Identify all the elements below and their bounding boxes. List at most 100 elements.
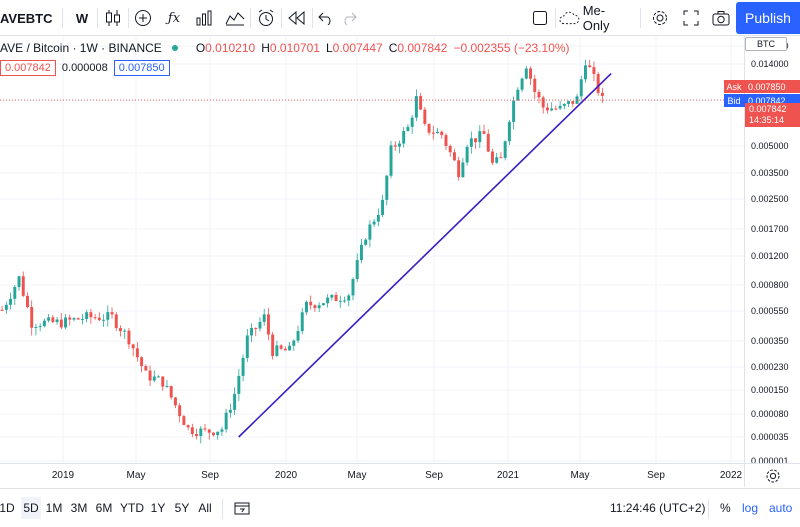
candle — [144, 364, 148, 371]
market-status-dot — [171, 45, 178, 51]
candle — [292, 339, 296, 351]
candle-body — [51, 317, 55, 323]
add-indicator-plus-icon[interactable] — [131, 0, 155, 36]
percent-scale-toggle[interactable]: % — [720, 501, 731, 515]
goto-date-icon[interactable] — [234, 497, 250, 519]
redo-icon[interactable] — [338, 0, 360, 36]
candle — [279, 344, 283, 351]
candle-body — [237, 375, 241, 394]
auto-scale-toggle[interactable]: auto — [769, 501, 793, 515]
candle — [558, 100, 562, 111]
ask-value: 0.007850 — [744, 80, 800, 93]
candle — [562, 103, 566, 110]
candle — [482, 124, 486, 135]
range-1y[interactable]: 1Y — [150, 501, 166, 515]
candle-body — [85, 312, 89, 320]
candle — [30, 300, 34, 336]
fullscreen-square-icon[interactable] — [529, 0, 551, 36]
templates-icon[interactable] — [223, 0, 247, 36]
candle-body — [583, 65, 587, 80]
candle — [38, 323, 42, 332]
range-3m[interactable]: 3M — [70, 501, 88, 515]
replay-icon[interactable] — [285, 0, 309, 36]
fx-indicators-icon[interactable]: ƒx — [167, 10, 181, 26]
candle-body — [330, 294, 334, 298]
time-tick-label: Sep — [425, 470, 443, 481]
candle-body — [72, 318, 76, 320]
candle — [571, 101, 575, 108]
sell-button[interactable]: 0.007842 — [0, 60, 56, 76]
candle — [503, 140, 507, 161]
candle — [211, 432, 215, 437]
timezone-clock[interactable]: 11:24:46 (UTC+2) — [610, 501, 706, 515]
price-tick-label: 0.000001 — [751, 456, 789, 466]
chart-settings-gear-icon[interactable] — [744, 463, 800, 487]
undo-icon[interactable] — [315, 0, 337, 36]
interval-button[interactable]: W — [75, 10, 89, 26]
candle-body — [343, 300, 347, 302]
alert-clock-icon[interactable] — [254, 0, 278, 36]
candle-body — [271, 334, 275, 356]
buy-button[interactable]: 0.007850 — [113, 60, 170, 76]
publish-button[interactable]: Publish — [736, 2, 800, 34]
settings-gear-icon[interactable] — [648, 0, 672, 36]
range-6m[interactable]: 6M — [95, 501, 113, 515]
candle-body — [571, 101, 575, 104]
candle — [271, 331, 275, 360]
range-all[interactable]: All — [198, 501, 212, 515]
layout-menu-button[interactable]: Me-Only — [559, 0, 629, 36]
candle-body — [64, 317, 68, 328]
candle — [347, 293, 351, 307]
candle — [427, 123, 431, 136]
price-tick-label: 0.001700 — [751, 224, 789, 234]
candle-body — [203, 428, 207, 430]
candle — [490, 148, 494, 166]
trendline — [238, 73, 612, 438]
currency-label[interactable]: BTC — [745, 37, 787, 51]
candle — [157, 375, 161, 378]
expand-icon[interactable] — [679, 0, 703, 36]
symbol-search-button[interactable]: AVEBTC — [0, 10, 53, 26]
candle — [17, 275, 21, 291]
range-1m[interactable]: 1M — [45, 501, 63, 515]
candle-body — [512, 100, 516, 122]
candle — [368, 220, 372, 248]
open-value: 0.010210 — [205, 41, 256, 55]
candle — [495, 152, 499, 164]
candle — [541, 95, 545, 114]
last-price-value: 0.007842 — [749, 104, 787, 114]
candle-body — [254, 327, 258, 329]
time-axis[interactable]: 2019 May Sep 2020 May Sep 2021 May Sep 2022 — [0, 463, 744, 487]
candle — [275, 340, 279, 358]
candle — [216, 431, 220, 440]
camera-icon[interactable] — [709, 0, 733, 36]
candle-body — [537, 91, 541, 98]
candles-icon[interactable] — [101, 0, 125, 36]
price-tick-label: 0.000550 — [751, 306, 789, 316]
range-5d[interactable]: 5D — [21, 497, 41, 519]
candle-body — [440, 131, 444, 136]
candle — [76, 317, 80, 320]
candle — [195, 428, 199, 440]
range-1d[interactable]: 1D — [0, 501, 15, 515]
log-scale-toggle[interactable]: log — [742, 501, 759, 515]
cloud-layout-icon — [559, 11, 580, 25]
bar-chart-icon[interactable] — [192, 0, 216, 36]
candle-body — [592, 67, 596, 74]
candle — [419, 92, 423, 111]
candle — [245, 328, 249, 363]
candle-body — [42, 320, 46, 327]
candle-body — [507, 121, 511, 142]
toolbar-divider — [281, 8, 282, 28]
range-ytd[interactable]: YTD — [120, 501, 144, 515]
candle-body — [161, 376, 165, 387]
price-tick-label: 0.000230 — [751, 362, 789, 372]
candle-body — [114, 314, 118, 329]
range-5y[interactable]: 5Y — [174, 501, 190, 515]
candle-body — [309, 301, 313, 306]
candle — [4, 301, 8, 314]
last-price-tag: 0.007842 14:35:14 — [745, 103, 800, 127]
price-chart[interactable] — [0, 36, 744, 463]
candle — [55, 316, 59, 325]
candle-body — [224, 412, 228, 430]
